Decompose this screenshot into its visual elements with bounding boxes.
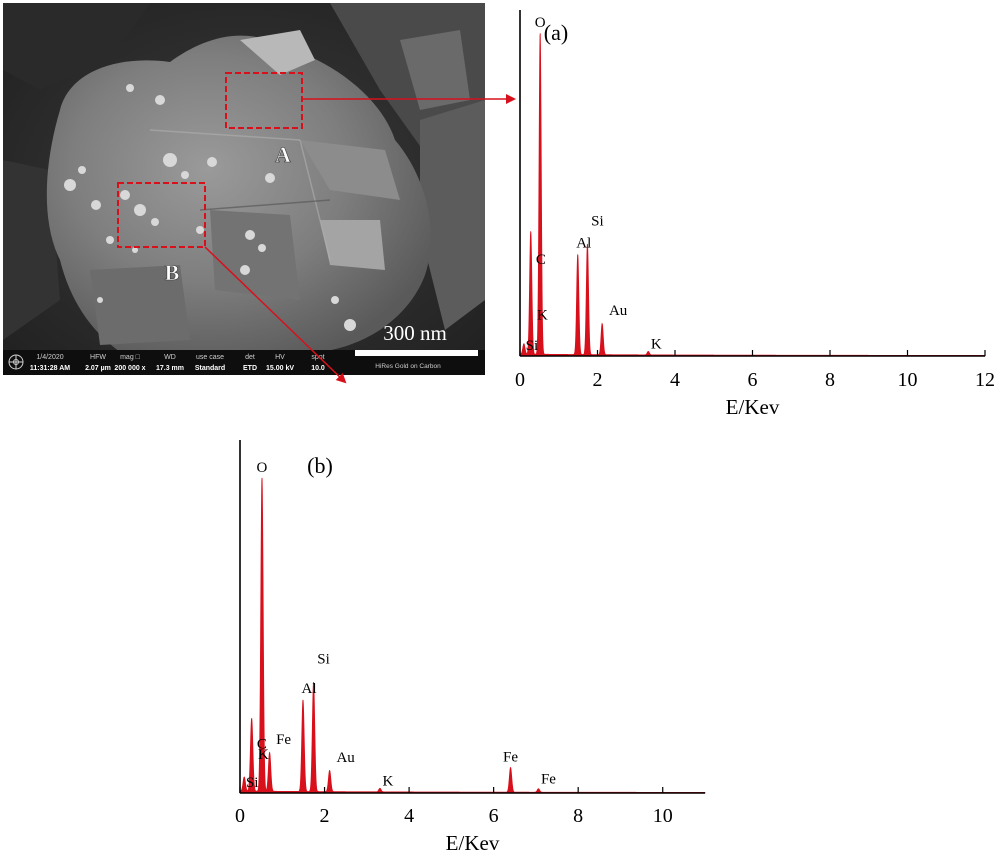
x-tick-label: 2	[320, 805, 330, 827]
x-tick-label: 8	[825, 369, 835, 391]
peak-label: Au	[336, 750, 355, 766]
info-field-value: 200 000 x	[114, 365, 145, 372]
info-field-head: 1/4/2020	[36, 354, 63, 361]
info-field-head: spot	[311, 354, 324, 361]
info-field-head: WD	[164, 354, 176, 361]
sem-micrograph: 1/4/2020 11:31:28 AM HFW 2.07 µm mag □ 200 00…	[3, 3, 516, 384]
peak-label: Si	[526, 338, 539, 354]
peak-label: K	[537, 307, 548, 323]
region-b-label: B	[165, 260, 180, 285]
spectrum-trace	[519, 33, 986, 357]
peak-label: Fe	[541, 771, 556, 787]
info-field-value: Standard	[195, 365, 225, 372]
info-field-value: ETD	[243, 365, 257, 372]
peak-label: Si	[246, 775, 259, 791]
peak-label: K	[258, 747, 269, 763]
grain-edge	[299, 139, 331, 261]
peak-label: C	[257, 737, 267, 753]
peak-label: Si	[317, 652, 330, 668]
x-axis-label: E/Kev	[726, 395, 780, 419]
info-field-head: mag □	[120, 354, 141, 361]
scale-bar-label: 300 nm	[383, 321, 447, 345]
info-field-value: 15.00 kV	[266, 365, 294, 372]
grain-facet	[90, 265, 190, 345]
spectrum-trace	[239, 477, 706, 794]
x-tick-label: 6	[489, 805, 499, 827]
peak-label: Al	[576, 236, 591, 252]
fei-logo-icon	[8, 354, 24, 370]
background-flake	[420, 100, 485, 330]
region-a-box	[225, 72, 303, 129]
panel-label: (b)	[307, 453, 333, 478]
peak-label: K	[383, 773, 394, 789]
region-b-box	[117, 182, 206, 248]
background-flake	[3, 160, 60, 340]
x-tick-label: 12	[975, 369, 995, 391]
nanoparticle-cluster	[64, 84, 356, 331]
info-field-value: 17.3 mm	[156, 365, 184, 372]
info-field-value: 2.07 µm	[85, 365, 111, 372]
grain-edge	[149, 129, 301, 141]
region-a-label: A	[275, 142, 291, 167]
background-flake	[400, 30, 470, 110]
grain-facet	[210, 210, 300, 300]
x-tick-label: 0	[235, 805, 245, 827]
grain-facet	[240, 30, 315, 75]
sem-info-fields: 1/4/2020 11:31:28 AM HFW 2.07 µm mag □ 200 00…	[30, 354, 325, 372]
peak-label: C	[536, 252, 546, 268]
x-tick-label: 10	[898, 369, 918, 391]
peak-label: O	[535, 15, 546, 31]
peak-label: Fe	[276, 732, 291, 748]
scale-bar	[355, 350, 478, 356]
peak-label: K	[651, 337, 662, 353]
info-field-head: det	[245, 354, 255, 361]
info-field-value: 11:31:28 AM	[30, 365, 70, 372]
grain-facet	[320, 220, 385, 270]
peak-label: O	[257, 460, 268, 476]
x-tick-label: 4	[670, 369, 680, 391]
x-tick-label: 0	[515, 369, 525, 391]
background-flake	[3, 3, 150, 90]
peak-label: Si	[591, 213, 604, 229]
info-field-head: HV	[275, 354, 285, 361]
grain-facet	[300, 140, 400, 200]
x-tick-label: 4	[404, 805, 414, 827]
x-tick-label: 2	[593, 369, 603, 391]
x-axis-label: E/Kev	[446, 831, 500, 855]
x-tick-label: 10	[653, 805, 673, 827]
peak-label: Au	[609, 303, 628, 319]
grain-edge	[199, 199, 331, 211]
x-tick-label: 6	[748, 369, 758, 391]
sem-sample-label: HiRes Gold on Carbon	[375, 363, 441, 370]
peak-label: Fe	[503, 749, 518, 765]
info-field-head: HFW	[90, 354, 106, 361]
arrow-b-to-spectrum	[204, 246, 347, 384]
info-field-head: use case	[196, 354, 224, 361]
peak-label: Al	[301, 681, 316, 697]
panel-label: (a)	[544, 20, 568, 45]
x-tick-label: 8	[573, 805, 583, 827]
info-field-value: 10.0	[311, 365, 325, 372]
